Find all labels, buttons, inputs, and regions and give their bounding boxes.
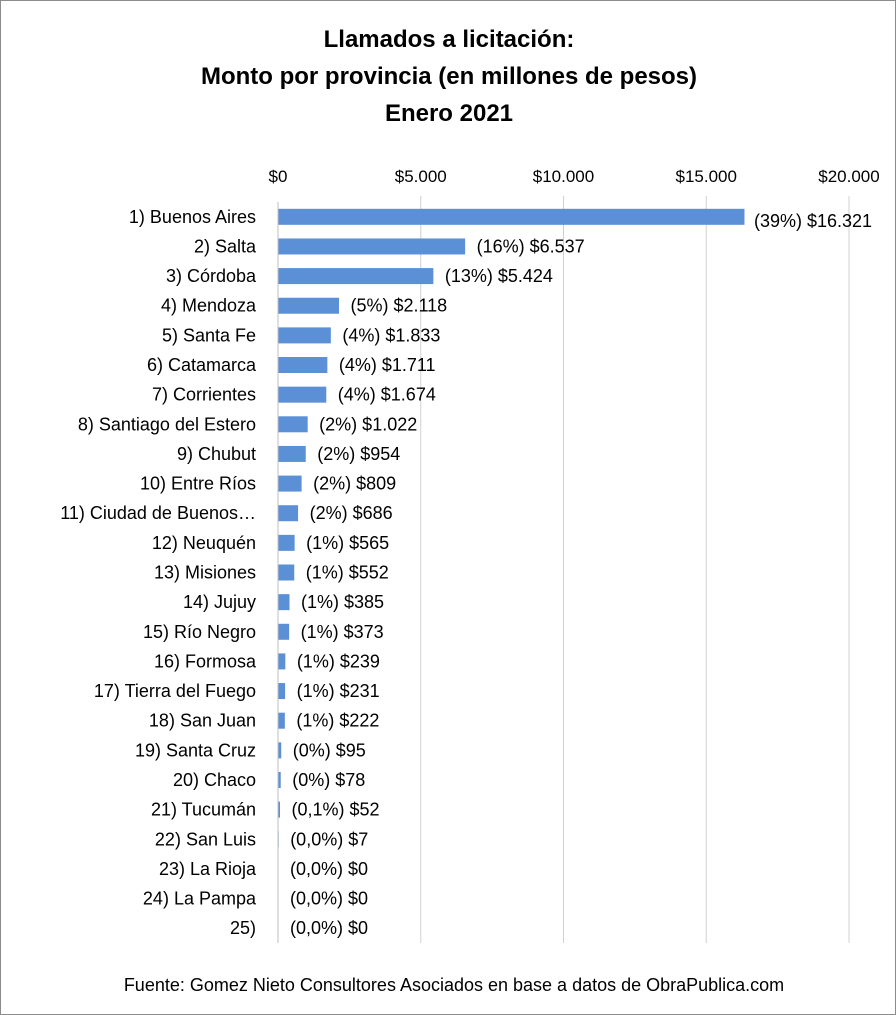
bar xyxy=(278,594,290,611)
category-label: 11) Ciudad de Buenos… xyxy=(60,503,256,523)
data-label: (5%) $2.118 xyxy=(350,296,447,316)
category-label: 23) La Rioja xyxy=(159,859,257,879)
chart-title-line-2: Monto por provincia (en millones de peso… xyxy=(201,63,697,90)
data-label: (0,0%) $0 xyxy=(290,889,368,909)
category-label: 13) Misiones xyxy=(154,563,256,583)
bar xyxy=(278,771,281,788)
source-note: Fuente: Gomez Nieto Consultores Asociado… xyxy=(124,975,784,995)
bar xyxy=(278,653,286,670)
category-label: 21) Tucumán xyxy=(151,800,256,820)
category-label: 8) Santiago del Estero xyxy=(78,414,256,434)
data-label: (1%) $385 xyxy=(301,592,384,612)
bar xyxy=(278,445,306,462)
bar xyxy=(278,742,282,759)
bar xyxy=(278,505,299,522)
data-label: (0,1%) $52 xyxy=(291,800,379,820)
category-label: 1) Buenos Aires xyxy=(129,207,256,227)
category-label: 9) Chubut xyxy=(177,444,256,464)
x-tick-label: $15.000 xyxy=(676,167,737,186)
category-label: 6) Catamarca xyxy=(147,355,257,375)
category-label: 7) Corrientes xyxy=(152,385,256,405)
category-label: 3) Córdoba xyxy=(166,266,257,286)
data-labels: (39%) $16.321 (16%) $6.537 (13%) $5.424 (5%… xyxy=(290,211,872,938)
category-label: 18) San Juan xyxy=(149,711,256,731)
bar xyxy=(278,416,308,433)
data-label: (0%) $78 xyxy=(292,770,365,790)
category-label: 19) Santa Cruz xyxy=(135,740,256,760)
category-label: 25) xyxy=(230,918,256,938)
category-label: 20) Chaco xyxy=(173,770,256,790)
data-label: (2%) $954 xyxy=(317,444,400,464)
chart-title-line-3: Enero 2021 xyxy=(385,100,513,127)
data-label: (2%) $686 xyxy=(310,503,393,523)
category-label: 22) San Luis xyxy=(155,829,256,849)
category-label: 2) Salta xyxy=(194,236,257,256)
data-label: (39%) $16.321 xyxy=(754,211,872,231)
bar xyxy=(278,564,295,581)
data-label: (0,0%) $7 xyxy=(290,829,368,849)
bar xyxy=(278,623,290,640)
category-label: 4) Mendoza xyxy=(161,296,257,316)
category-label: 17) Tierra del Fuego xyxy=(94,681,256,701)
bar xyxy=(278,238,466,255)
category-label: 5) Santa Fe xyxy=(162,325,256,345)
data-label: (4%) $1.833 xyxy=(342,325,440,345)
data-label: (4%) $1.674 xyxy=(338,385,436,405)
x-tick-label: $10.000 xyxy=(533,167,594,186)
x-tick-label: $0 xyxy=(269,167,288,186)
data-label: (2%) $809 xyxy=(313,474,396,494)
bar xyxy=(278,208,745,225)
category-labels: 1) Buenos Aires 2) Salta 3) Córdoba 4) Mend… xyxy=(60,207,257,938)
data-label: (4%) $1.711 xyxy=(339,355,436,375)
data-label: (1%) $565 xyxy=(306,533,389,553)
bar xyxy=(278,683,286,700)
bar xyxy=(278,357,328,374)
chart-title-line-1: Llamados a licitación: xyxy=(324,26,575,53)
category-label: 16) Formosa xyxy=(154,651,257,671)
data-label: (16%) $6.537 xyxy=(477,236,585,256)
x-tick-label: $5.000 xyxy=(395,167,447,186)
category-label: 10) Entre Ríos xyxy=(140,474,256,494)
bar xyxy=(278,297,339,314)
bar xyxy=(278,475,302,492)
x-tick-label: $20.000 xyxy=(818,167,879,186)
data-label: (1%) $222 xyxy=(296,711,379,731)
bars xyxy=(278,208,745,848)
gridlines xyxy=(420,196,850,943)
bar xyxy=(278,801,280,818)
chart-title: Llamados a licitación: Monto por provinc… xyxy=(201,26,697,127)
data-label: (13%) $5.424 xyxy=(445,266,553,286)
data-label: (2%) $1.022 xyxy=(319,414,417,434)
data-label: (0,0%) $0 xyxy=(290,859,368,879)
x-axis-ticks: $0 $5.000 $10.000 $15.000 $20.000 xyxy=(269,167,880,186)
category-label: 24) La Pampa xyxy=(143,889,257,909)
data-label: (1%) $231 xyxy=(297,681,380,701)
category-label: 15) Río Negro xyxy=(143,622,256,642)
bar xyxy=(278,327,331,344)
bar xyxy=(278,712,285,729)
category-label: 14) Jujuy xyxy=(183,592,256,612)
bar xyxy=(278,534,295,551)
data-label: (1%) $239 xyxy=(297,651,380,671)
data-label: (1%) $552 xyxy=(306,563,389,583)
data-label: (0%) $95 xyxy=(293,740,366,760)
bar xyxy=(278,268,434,285)
data-label: (1%) $373 xyxy=(301,622,384,642)
data-label: (0,0%) $0 xyxy=(290,918,368,938)
category-label: 12) Neuquén xyxy=(152,533,256,553)
bar xyxy=(278,386,327,403)
